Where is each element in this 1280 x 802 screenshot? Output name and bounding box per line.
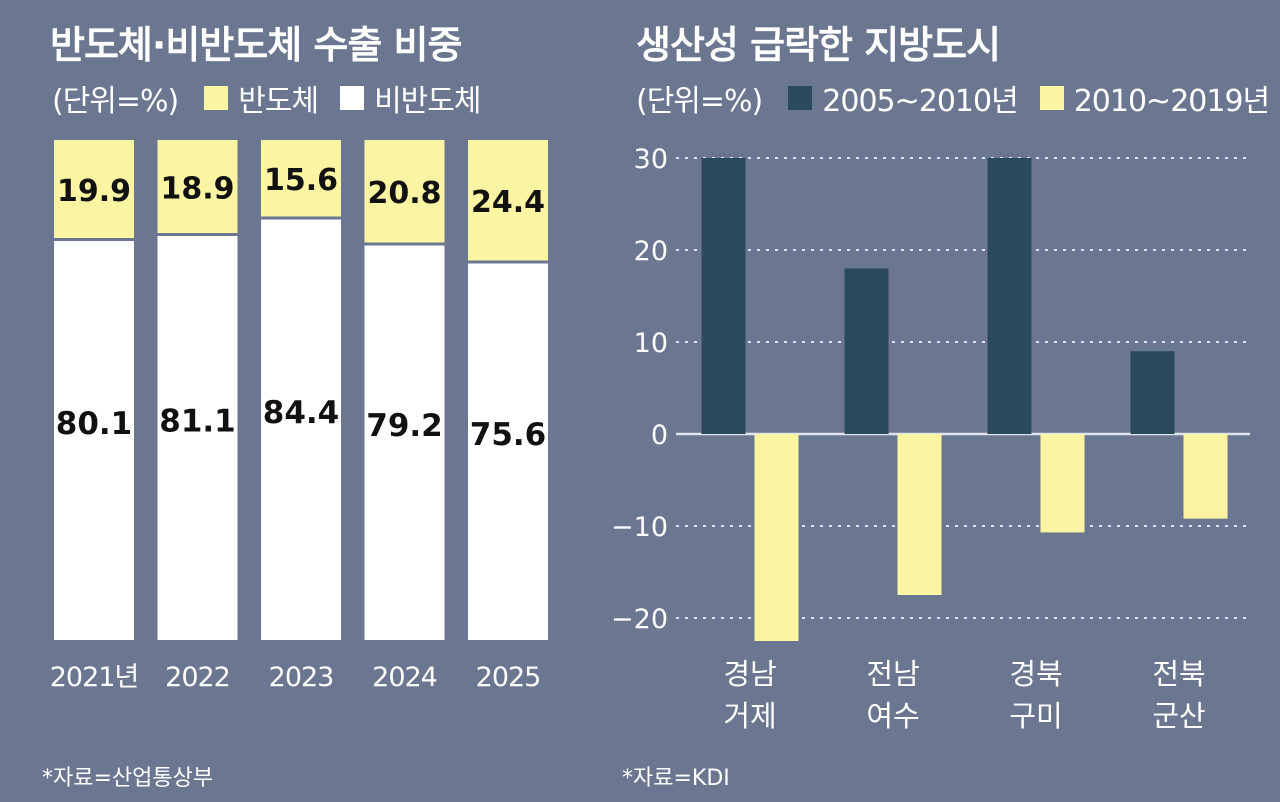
category-label-line2-2: 구미 [1009, 699, 1062, 733]
bar-2010-2019-1 [897, 434, 942, 595]
y-tick-label-4: −10 [611, 512, 668, 543]
label-non-semiconductor-4: 75.6 [470, 417, 547, 453]
label-non-semiconductor-3: 79.2 [366, 408, 443, 444]
legend-item-2010-2019: 2010~2019년 [1039, 76, 1270, 120]
label-semiconductor-1: 18.9 [160, 171, 234, 206]
label-semiconductor-4: 24.4 [471, 185, 545, 220]
bar-semiconductor-0 [54, 140, 134, 238]
x-tick-label-4: 2025 [476, 662, 541, 693]
bar-semiconductor-1 [157, 140, 238, 233]
label-non-semiconductor-2: 84.4 [263, 395, 340, 431]
left-stacked-bar-chart: 19.9 80.1 2021년 18.9 81.1 2022 15.6 84.4 2023 20.… [50, 140, 548, 693]
category-label-line1-3: 전북 [1152, 657, 1205, 691]
legend-label-semiconductor: 반도체 [238, 84, 319, 119]
bar-2005-2010-0 [701, 158, 746, 434]
x-tick-label-2: 2023 [269, 662, 334, 693]
right-source-note: *자료=KDI [622, 766, 730, 791]
legend-label-non-semiconductor: 비반도체 [374, 84, 481, 119]
left-source-note: *자료=산업통상부 [42, 766, 214, 791]
bar-2010-2019-3 [1183, 434, 1228, 519]
y-tick-label-0: 30 [634, 144, 668, 175]
bar-non-semiconductor-1 [157, 236, 238, 640]
bar-2005-2010-1 [844, 268, 889, 434]
right-chart-title: 생산성 급락한 지방도시 [636, 23, 1001, 67]
bar-2005-2010-2 [987, 158, 1032, 434]
bar-semiconductor-4 [468, 140, 548, 261]
bar-non-semiconductor-4 [468, 263, 548, 640]
label-non-semiconductor-0: 80.1 [56, 406, 133, 442]
left-chart-title: 반도체·비반도체 수출 비중 [50, 23, 462, 67]
category-label-line1-1: 전남 [866, 657, 919, 691]
label-semiconductor-0: 19.9 [57, 174, 131, 209]
label-semiconductor-3: 20.8 [367, 176, 441, 211]
legend-swatch-2010-2019 [1039, 86, 1064, 110]
bar-non-semiconductor-0 [54, 241, 134, 640]
x-tick-label-0: 2021년 [50, 662, 139, 693]
category-label-line2-3: 군산 [1152, 699, 1205, 733]
bar-non-semiconductor-3 [364, 245, 445, 640]
bar-semiconductor-3 [364, 140, 445, 243]
label-non-semiconductor-1: 81.1 [159, 403, 236, 439]
x-tick-label-1: 2022 [165, 662, 230, 693]
legend-swatch-semiconductor [204, 86, 229, 110]
legend-label-2005-2010: 2005~2010년 [822, 84, 1018, 119]
y-tick-label-5: −20 [611, 604, 668, 635]
bar-semiconductor-2 [261, 140, 341, 217]
left-legend: (단위=%) 반도체 비반도체 [52, 76, 502, 120]
x-tick-label-3: 2024 [372, 662, 437, 693]
y-tick-label-1: 20 [634, 236, 668, 267]
label-semiconductor-2: 15.6 [264, 163, 338, 198]
legend-label-2010-2019: 2010~2019년 [1073, 84, 1270, 119]
category-label-line2-0: 거제 [723, 699, 776, 733]
y-tick-label-2: 10 [634, 328, 668, 359]
legend-swatch-non-semiconductor [340, 86, 365, 110]
bar-2010-2019-2 [1040, 434, 1085, 533]
category-label-line2-1: 여수 [866, 699, 919, 733]
legend-item-semiconductor: 반도체 [204, 76, 319, 120]
category-label-line1-0: 경남 [723, 657, 776, 691]
bar-2010-2019-0 [754, 434, 799, 641]
left-unit-label: (단위=%) [52, 84, 179, 119]
category-label-line1-2: 경북 [1009, 657, 1062, 691]
y-tick-label-3: 0 [651, 420, 668, 451]
legend-swatch-2005-2010 [788, 86, 813, 110]
bar-non-semiconductor-2 [261, 219, 341, 640]
bar-2005-2010-3 [1130, 351, 1175, 434]
legend-item-2005-2010: 2005~2010년 [788, 76, 1019, 120]
legend-item-non-semiconductor: 비반도체 [340, 76, 481, 120]
right-unit-label: (단위=%) [636, 84, 763, 119]
right-legend: (단위=%) 2005~2010년 2010~2019년 [636, 76, 1280, 120]
